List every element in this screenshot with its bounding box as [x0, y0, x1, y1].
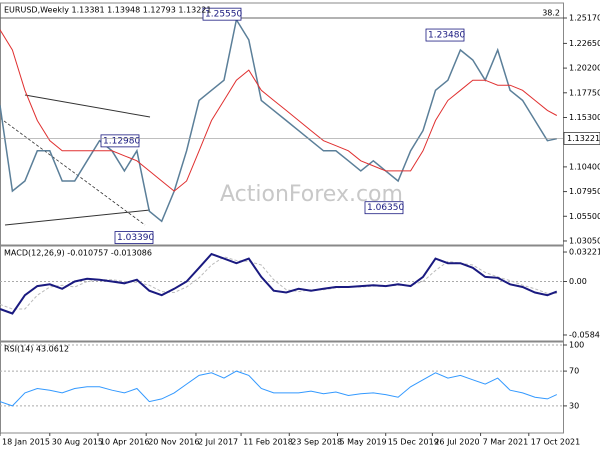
y-tick-label: 1.25170	[569, 14, 600, 23]
x-tick-label: 11 Feb 2018	[243, 438, 293, 447]
last-price-box	[563, 132, 600, 145]
series-line	[0, 256, 557, 310]
series-line	[0, 370, 558, 407]
trend-line	[0, 117, 146, 226]
trend-line	[4, 209, 151, 226]
y-tick-label: 1.22650	[569, 39, 600, 48]
y-tick-label: 30	[569, 401, 579, 410]
panel-frame	[0, 341, 564, 434]
y-tick-label: 1.20200	[569, 64, 600, 73]
y-tick-label: 100	[569, 341, 584, 350]
y-tick-label: 1.03050	[569, 236, 600, 245]
annotation: 1.25550	[205, 10, 242, 20]
fib-label: 38.2	[542, 9, 560, 18]
y-tick-label: 1.05500	[569, 212, 600, 221]
annotation-box	[114, 231, 154, 244]
y-tick-label: 0.032215	[569, 248, 600, 257]
x-tick-label: 20 Nov 2016	[148, 438, 199, 447]
x-tick-label: 30 Aug 2015	[52, 438, 103, 447]
x-tick-label: 15 Dec 2019	[388, 438, 439, 447]
x-tick-label: 26 Jul 2020	[434, 438, 479, 447]
y-tick-label: 1.17750	[569, 88, 600, 97]
x-tick-label: 7 Mar 2021	[483, 438, 529, 447]
annotation: 1.12980	[103, 136, 140, 146]
panel-title: EURUSD,Weekly 1.13381 1.13948 1.12793 1.…	[4, 6, 211, 15]
series-line	[0, 29, 558, 192]
x-tick-label: 18 Jan 2015	[2, 438, 50, 447]
y-tick-label: 1.10400	[569, 162, 600, 171]
annotation-box	[425, 28, 465, 42]
annotation-box	[100, 134, 140, 148]
series-line	[0, 252, 558, 315]
x-tick-label: 2 Jul 2017	[198, 438, 238, 447]
panel-frame	[0, 245, 564, 342]
annotation-box	[202, 7, 242, 21]
annotation: 1.23480	[428, 31, 465, 41]
annotation-box	[364, 201, 404, 215]
y-tick-label: -0.058413	[569, 330, 600, 339]
y-tick-label: 1.07950	[569, 187, 600, 196]
panel-title: RSI(14) 43.0612	[4, 345, 69, 354]
trend-line	[24, 94, 151, 118]
last-price-label: 1.13221	[567, 134, 600, 143]
y-tick-label: 1.15300	[569, 113, 600, 122]
annotation: 1.06350	[367, 203, 404, 213]
x-tick-label: 23 Sep 2018	[291, 438, 342, 447]
annotation: 1.03390	[117, 233, 154, 243]
x-tick-label: 10 Apr 2016	[100, 438, 149, 447]
y-tick-label: 70	[569, 367, 579, 376]
panel-frame	[0, 2, 564, 246]
panel-title: MACD(12,26,9) -0.010757 -0.013086	[4, 249, 152, 258]
y-tick-label: 0.00	[569, 277, 587, 286]
x-tick-label: 5 May 2019	[339, 438, 386, 447]
x-tick-label: 17 Oct 2021	[531, 438, 580, 447]
